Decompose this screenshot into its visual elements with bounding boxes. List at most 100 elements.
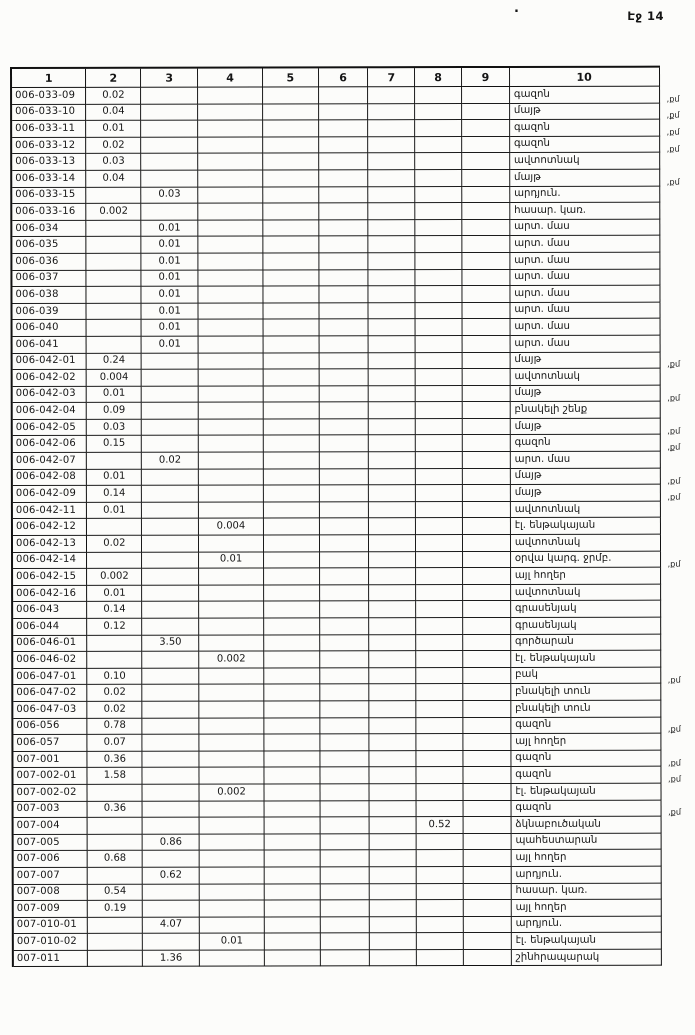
area-value-cell bbox=[416, 717, 463, 734]
area-value-cell bbox=[86, 452, 142, 469]
land-usage-cell: մայթ bbox=[510, 418, 660, 435]
area-value-cell bbox=[319, 816, 370, 834]
area-value-cell bbox=[141, 385, 199, 403]
area-value-cell: 1.36 bbox=[142, 949, 200, 967]
column-header: 1 bbox=[11, 67, 86, 88]
area-value-cell bbox=[368, 302, 416, 320]
area-value-cell: 0.68 bbox=[87, 850, 143, 868]
table-row: 007-011 1.36 շինհրապարակ bbox=[12, 949, 695, 967]
land-usage-cell: գազոն bbox=[510, 766, 661, 784]
land-usage-cell: մայթ bbox=[509, 102, 660, 120]
area-value-cell: 0.02 bbox=[86, 535, 142, 552]
area-value-cell: 0.04 bbox=[86, 170, 142, 187]
area-value-cell bbox=[461, 86, 510, 104]
area-value-cell bbox=[461, 268, 510, 286]
unit-note: ,քմ bbox=[668, 807, 682, 817]
land-usage-cell: բակ bbox=[510, 666, 661, 684]
area-value-cell bbox=[462, 584, 511, 601]
area-value-cell bbox=[318, 451, 369, 469]
area-value-cell bbox=[262, 103, 319, 121]
table-row: 006-038 0.01 արտ. մաս bbox=[11, 285, 694, 304]
table-row: 006-033-15 0.03 արդյուն. bbox=[11, 185, 694, 204]
area-value-cell bbox=[462, 750, 511, 767]
area-value-cell bbox=[197, 186, 263, 204]
area-value-cell bbox=[463, 766, 511, 784]
area-value-cell bbox=[141, 584, 199, 602]
parcel-code-cell: 006-042-07 bbox=[11, 452, 87, 470]
area-value-cell bbox=[462, 667, 511, 684]
area-value-cell bbox=[368, 567, 416, 585]
parcel-code-cell: 006-042-11 bbox=[11, 502, 87, 519]
area-value-cell bbox=[318, 136, 369, 154]
area-value-cell bbox=[142, 767, 200, 785]
table-row: 006-042-14 0.01 օրվա կարգ. ջրմբ. ,քմ bbox=[12, 550, 695, 569]
area-value-cell bbox=[463, 866, 512, 884]
land-usage-cell: այլ հողեր bbox=[510, 733, 661, 751]
area-value-cell bbox=[319, 933, 370, 950]
column-header: 10 bbox=[509, 66, 660, 87]
area-value-cell bbox=[369, 949, 417, 967]
land-usage-cell: արդյուն. bbox=[510, 866, 661, 883]
area-value-cell bbox=[197, 103, 263, 121]
area-value-cell: 0.09 bbox=[86, 402, 142, 420]
table-row: 006-042-03 0.01 մայթ ,քմ bbox=[11, 384, 695, 403]
area-value-cell bbox=[462, 551, 511, 568]
area-value-cell bbox=[198, 700, 264, 718]
area-value-cell bbox=[87, 651, 143, 669]
area-value-cell: 0.78 bbox=[87, 717, 143, 735]
land-usage-cell: բնակելի շենք bbox=[510, 401, 660, 419]
area-value-cell bbox=[263, 385, 319, 403]
area-value-cell bbox=[368, 285, 416, 303]
table-row: 006-042-09 0.14 մայթ ,քմ bbox=[11, 484, 695, 503]
area-value-cell bbox=[87, 784, 143, 801]
parcel-code-cell: 006-042-03 bbox=[11, 386, 87, 403]
area-value-cell bbox=[263, 518, 320, 536]
area-value-cell bbox=[198, 402, 264, 419]
parcel-code-cell: 006-042-12 bbox=[11, 518, 87, 536]
area-value-cell bbox=[463, 932, 512, 950]
area-value-cell bbox=[318, 285, 369, 303]
area-value-cell bbox=[263, 667, 320, 685]
table-row: 006-042-06 0.15 գազոն ,քմ bbox=[11, 434, 695, 453]
table-row: 007-002-01 1.58 գազոն ,քմ bbox=[12, 766, 695, 785]
area-value-cell bbox=[415, 385, 463, 402]
area-value-cell: 0.19 bbox=[87, 900, 143, 918]
area-value-cell: 0.002 bbox=[86, 568, 142, 586]
land-usage-cell: մայթ bbox=[509, 351, 660, 369]
area-value-cell bbox=[463, 899, 512, 917]
area-value-cell bbox=[86, 336, 142, 353]
area-value-cell bbox=[263, 568, 320, 585]
area-value-cell bbox=[318, 236, 369, 253]
area-value-cell: 0.01 bbox=[141, 253, 199, 270]
area-value-cell bbox=[142, 701, 199, 718]
area-value-cell bbox=[141, 203, 198, 220]
area-value-cell bbox=[416, 932, 464, 950]
unit-note: ,քմ bbox=[667, 724, 681, 734]
table-row: 006-046-02 0.002 էլ. ենթակայան bbox=[12, 650, 695, 669]
area-value-cell bbox=[142, 651, 199, 669]
area-value-cell bbox=[415, 667, 463, 685]
unit-note: ,քմ bbox=[667, 358, 681, 369]
unit-note: ,քմ bbox=[666, 110, 680, 120]
unit-note: ,քմ bbox=[666, 143, 680, 153]
area-value-cell bbox=[369, 866, 417, 884]
area-value-cell bbox=[198, 435, 264, 453]
area-value-cell bbox=[262, 219, 319, 237]
parcel-code-cell: 007-008 bbox=[12, 883, 88, 901]
unit-note bbox=[660, 451, 695, 468]
area-value-cell bbox=[319, 733, 370, 751]
land-usage-cell: այլ հողեր bbox=[511, 899, 661, 917]
area-value-cell bbox=[415, 617, 463, 635]
parcel-code-cell: 006-042-08 bbox=[11, 468, 87, 486]
area-value-cell bbox=[414, 152, 462, 170]
area-value-cell: 0.01 bbox=[141, 269, 199, 287]
area-value-cell bbox=[368, 401, 416, 419]
area-value-cell bbox=[199, 949, 265, 967]
parcel-code-cell: 006-038 bbox=[11, 286, 87, 304]
area-value-cell bbox=[368, 385, 416, 403]
area-value-cell bbox=[462, 418, 511, 436]
area-value-cell bbox=[87, 867, 143, 884]
area-value-cell bbox=[319, 899, 370, 917]
area-value-cell bbox=[198, 717, 264, 735]
parcel-code-cell: 007-007 bbox=[12, 867, 88, 884]
